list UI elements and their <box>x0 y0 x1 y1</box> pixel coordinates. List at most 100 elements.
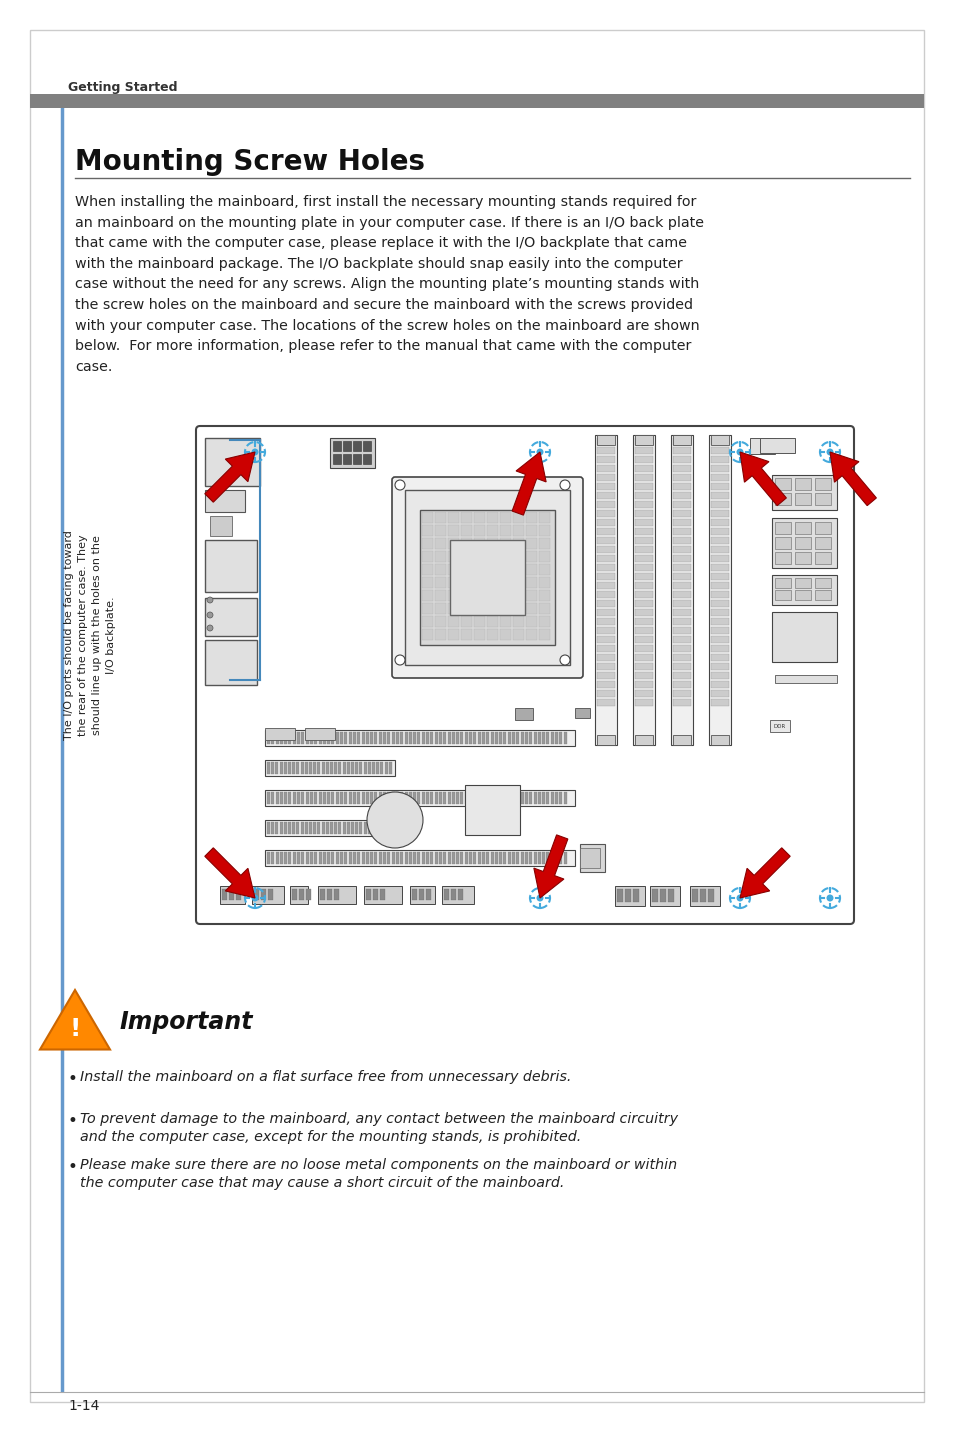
Bar <box>635 435 652 445</box>
Bar <box>597 609 615 616</box>
Bar <box>597 627 615 634</box>
Bar <box>361 792 364 803</box>
FancyArrow shape <box>740 848 789 898</box>
Bar <box>210 516 232 536</box>
Bar <box>288 852 292 863</box>
FancyArrow shape <box>534 835 567 898</box>
Bar <box>513 564 523 576</box>
Bar <box>635 600 652 607</box>
Bar <box>710 600 728 607</box>
Bar <box>435 513 446 523</box>
Bar <box>541 732 544 745</box>
Bar <box>300 822 303 833</box>
Bar <box>417 732 420 745</box>
Bar <box>387 792 390 803</box>
Bar <box>525 526 537 536</box>
Bar <box>513 551 523 561</box>
Bar <box>672 644 690 652</box>
Bar <box>384 822 387 833</box>
Bar <box>389 822 392 833</box>
Bar <box>417 792 420 803</box>
Bar <box>635 474 652 481</box>
Bar <box>495 852 497 863</box>
Bar <box>370 852 373 863</box>
Bar <box>550 792 554 803</box>
Bar <box>421 564 433 576</box>
Bar <box>710 537 728 544</box>
Bar <box>486 538 497 548</box>
Bar <box>306 889 311 899</box>
Circle shape <box>207 624 213 632</box>
Bar <box>448 577 458 589</box>
Bar <box>490 852 493 863</box>
Bar <box>499 513 511 523</box>
Bar <box>710 483 728 490</box>
Bar <box>321 822 324 833</box>
Bar <box>339 732 343 745</box>
Bar <box>814 537 830 548</box>
FancyBboxPatch shape <box>195 425 853 924</box>
Bar <box>558 852 562 863</box>
Bar <box>635 528 652 536</box>
Bar <box>317 886 355 904</box>
Bar <box>635 619 652 624</box>
Bar <box>503 732 506 745</box>
Bar <box>558 732 562 745</box>
Bar <box>672 654 690 662</box>
Bar <box>284 792 287 803</box>
Bar <box>261 889 266 899</box>
Bar <box>774 590 790 600</box>
Bar <box>265 727 294 740</box>
Bar <box>503 792 506 803</box>
Bar <box>486 577 497 589</box>
Bar <box>275 732 278 745</box>
Bar <box>513 526 523 536</box>
Bar <box>710 581 728 589</box>
Bar <box>441 886 474 904</box>
Bar <box>435 732 437 745</box>
Bar <box>392 732 395 745</box>
Bar <box>672 619 690 624</box>
Bar <box>30 95 923 107</box>
Bar <box>635 518 652 526</box>
Bar <box>672 546 690 553</box>
Bar <box>499 590 511 601</box>
Bar <box>635 483 652 490</box>
Bar <box>363 822 366 833</box>
Bar <box>318 732 321 745</box>
Bar <box>672 465 690 473</box>
Bar <box>499 526 511 536</box>
Circle shape <box>252 448 258 455</box>
Bar <box>710 627 728 634</box>
Bar <box>635 573 652 580</box>
Bar <box>265 790 575 806</box>
Bar <box>624 889 630 902</box>
Bar <box>794 523 810 534</box>
Bar <box>293 732 295 745</box>
Bar <box>296 732 300 745</box>
Bar <box>452 732 455 745</box>
Bar <box>353 454 360 464</box>
Bar <box>357 852 360 863</box>
Bar <box>477 852 480 863</box>
Bar <box>507 732 510 745</box>
Bar <box>267 762 270 775</box>
Bar <box>421 732 424 745</box>
Bar <box>710 510 728 517</box>
Text: Install the mainboard on a flat surface free from unnecessary debris.: Install the mainboard on a flat surface … <box>80 1070 571 1084</box>
Bar <box>597 564 615 571</box>
Bar <box>814 493 830 505</box>
Bar <box>375 762 378 775</box>
Bar <box>438 732 441 745</box>
Bar <box>771 611 836 662</box>
Bar <box>525 551 537 561</box>
Bar <box>417 852 420 863</box>
Bar <box>710 564 728 571</box>
Bar <box>363 762 366 775</box>
Bar <box>205 540 256 591</box>
Bar <box>710 438 728 445</box>
Bar <box>579 843 604 872</box>
Bar <box>409 732 412 745</box>
Bar <box>537 852 540 863</box>
Bar <box>481 792 484 803</box>
